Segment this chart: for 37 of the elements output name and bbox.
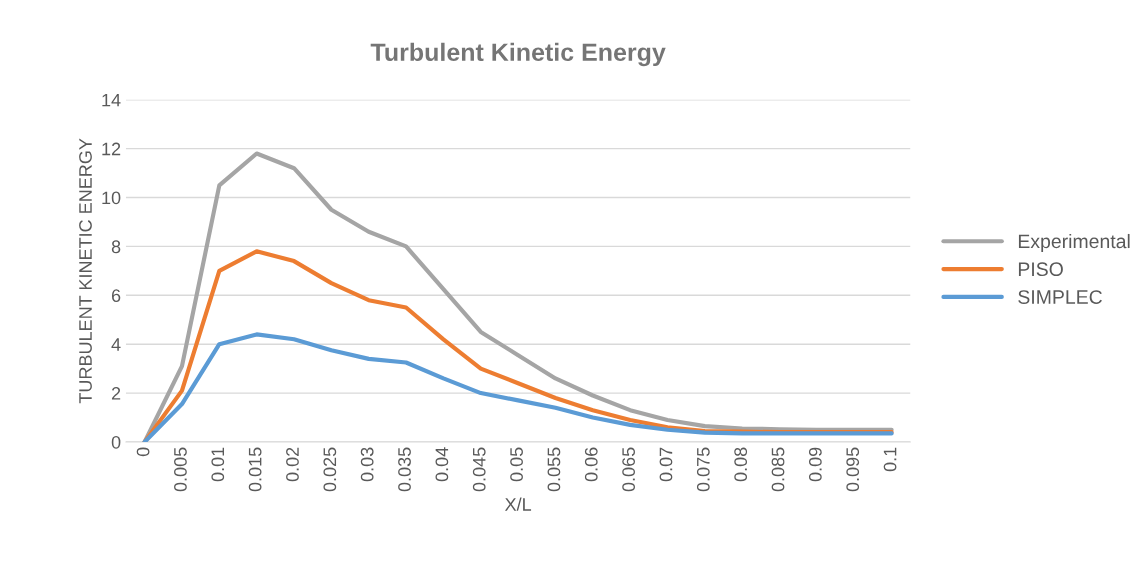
x-tick-label: 0.015: [248, 447, 262, 492]
legend-label: PISO: [1018, 262, 1063, 277]
y-tick-label: 0: [111, 435, 121, 449]
y-tick-label: 12: [102, 142, 121, 156]
x-tick-label: 0.075: [696, 447, 710, 492]
x-tick-label: 0.095: [846, 447, 860, 492]
x-tick-label: 0.1: [883, 447, 897, 472]
x-tick-label: 0.085: [771, 447, 785, 492]
x-tick-label: 0.02: [286, 447, 299, 482]
x-tick-label: 0.025: [323, 447, 337, 492]
x-tick-label: 0.055: [547, 447, 561, 492]
x-tick-label: 0: [136, 447, 150, 457]
x-tick-label: 0.035: [398, 447, 411, 492]
x-tick-label: 0.09: [808, 447, 822, 482]
x-tick-label: 0.03: [360, 447, 374, 482]
y-tick-label: 14: [102, 93, 121, 107]
y-tick-label: 8: [111, 240, 121, 254]
x-tick-label: 0.005: [174, 447, 187, 492]
x-tick-label: 0.05: [510, 447, 523, 482]
x-tick-label: 0.08: [734, 447, 748, 482]
line-series: [142, 332, 894, 442]
x-tick-label: 0.07: [659, 447, 673, 482]
chart-title: Turbulent Kinetic Energy: [370, 42, 666, 67]
x-tick-label: 0.04: [435, 447, 449, 482]
y-axis-title: TURBULENT KINETIC ENERGY: [79, 138, 92, 404]
x-tick-label: 0.01: [211, 447, 225, 482]
x-tick-label: 0.045: [472, 447, 486, 492]
x-tick-label: 0.065: [622, 447, 636, 492]
x-tick-label: 0.06: [584, 447, 598, 482]
x-axis-title: X/L: [504, 497, 532, 511]
y-tick-label: 10: [102, 191, 121, 205]
legend-label: Experimental: [1018, 233, 1130, 253]
y-tick-label: 2: [111, 387, 121, 400]
legend-label: SIMPLEC: [1018, 290, 1102, 304]
line-series: [142, 151, 894, 442]
y-tick-label: 6: [111, 289, 121, 303]
y-tick-label: 4: [111, 338, 121, 351]
